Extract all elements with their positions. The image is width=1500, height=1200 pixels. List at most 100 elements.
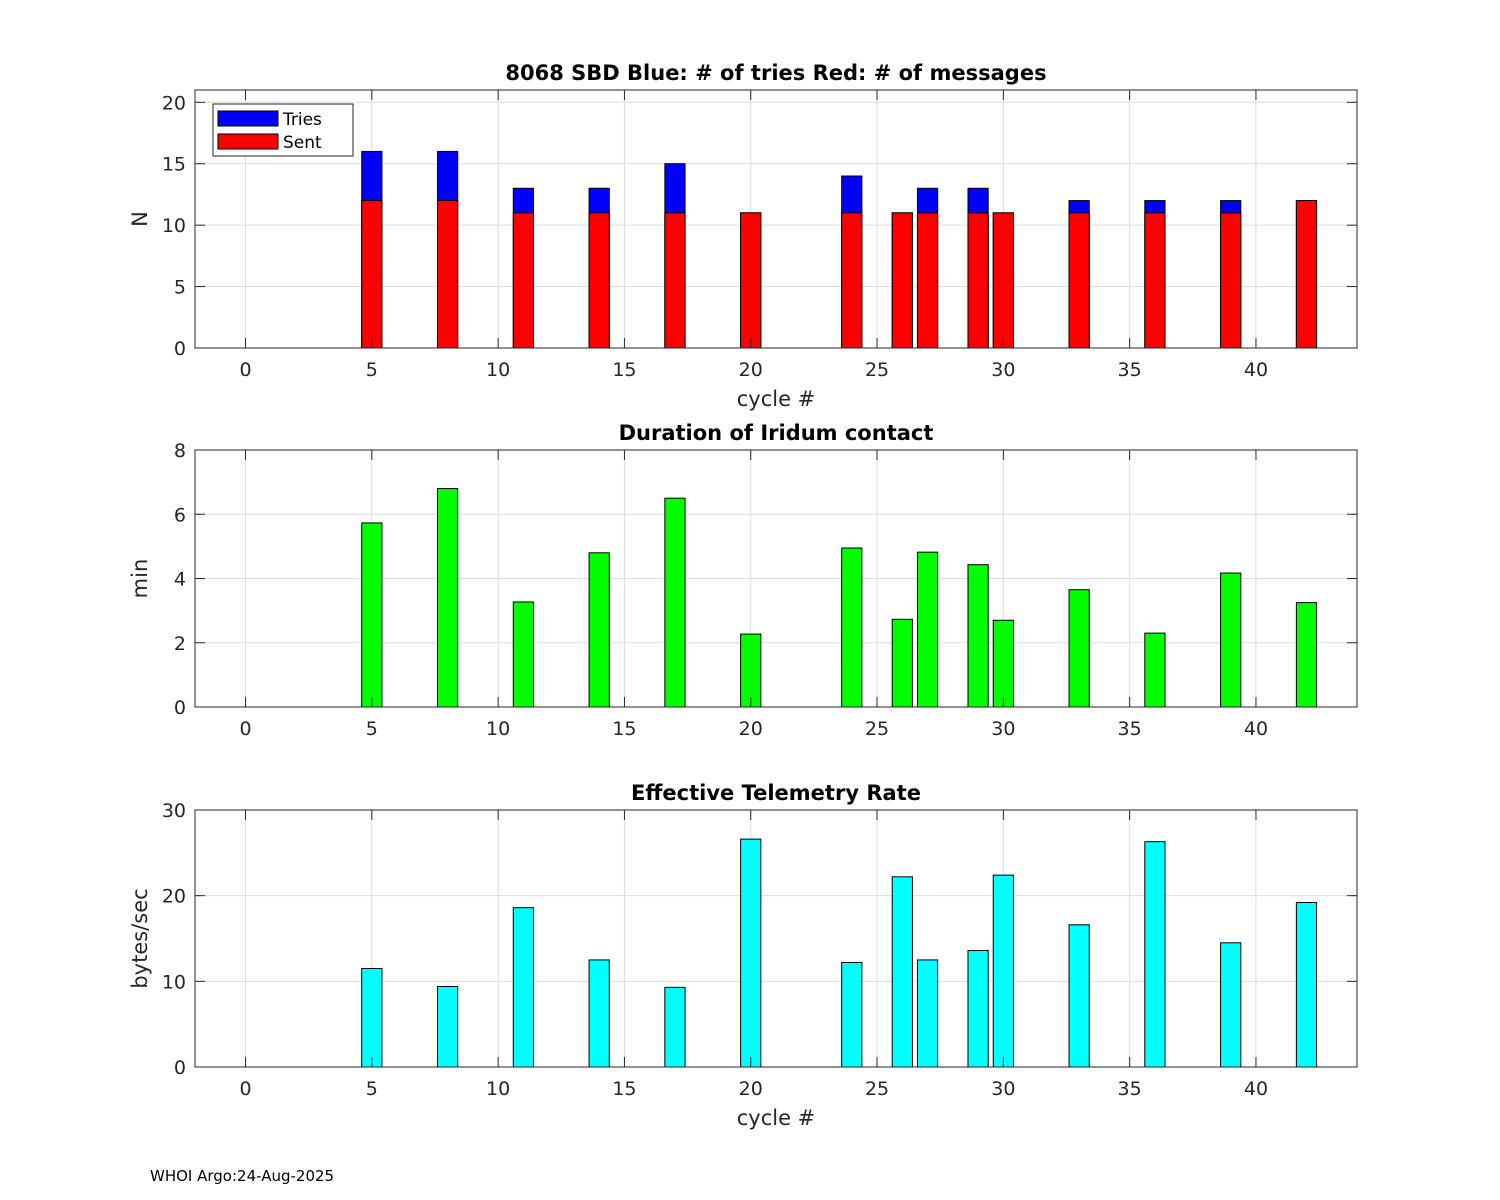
bar-cycle-20 [740, 838, 762, 1068]
y-tick-label: 6 [174, 504, 186, 526]
bar-cycle-17 [664, 497, 686, 708]
y-tick-label: 20 [162, 92, 186, 114]
bar-sent-cycle-29 [967, 212, 989, 349]
x-tick-label: 35 [1118, 1078, 1142, 1100]
bar-sent-cycle-24 [841, 212, 863, 349]
chart-title: Duration of Iridum contact [619, 421, 934, 445]
x-tick-label: 0 [239, 1078, 251, 1100]
bar-cycle-11 [512, 907, 534, 1068]
x-tick-label: 10 [486, 359, 510, 381]
x-tick-label: 20 [739, 359, 763, 381]
x-tick-label: 30 [991, 1078, 1015, 1100]
bar-sent-cycle-20 [740, 212, 762, 349]
y-tick-label: 5 [174, 277, 186, 299]
x-tick-label: 40 [1244, 1078, 1268, 1100]
axes-frame [194, 89, 1358, 349]
bar-cycle-27 [916, 551, 939, 708]
bar-cycle-30 [992, 619, 1014, 708]
bar-sent-cycle-39 [1220, 212, 1242, 349]
bar-sent-cycle-17 [664, 212, 686, 349]
x-tick-label: 0 [239, 718, 251, 740]
bar-cycle-39 [1220, 572, 1242, 708]
bar-cycle-42 [1295, 902, 1318, 1068]
bar-cycle-24 [841, 961, 863, 1068]
chart-title: Effective Telemetry Rate [631, 781, 921, 805]
y-tick-label: 0 [174, 338, 186, 360]
bar-cycle-36 [1144, 632, 1166, 708]
x-tick-label: 40 [1244, 718, 1268, 740]
x-tick-label: 25 [865, 1078, 889, 1100]
bar-sent-cycle-27 [916, 212, 939, 349]
x-tick-label: 25 [865, 718, 889, 740]
bar-cycle-14 [588, 552, 610, 708]
x-tick-label: 0 [239, 359, 251, 381]
bar-cycle-11 [512, 601, 534, 708]
bar-cycle-33 [1068, 589, 1090, 708]
bar-cycle-30 [992, 874, 1014, 1068]
chart-panel-3: 0 5 10 15 20 25 30 35 40 0 10 20 30 Effective Telemet… [128, 781, 1358, 1130]
legend-swatch-sent [217, 133, 279, 150]
bar-cycle-5 [361, 522, 383, 708]
x-tick-label: 5 [366, 359, 378, 381]
bar-sent-cycle-11 [512, 212, 534, 349]
bar-sent-cycle-8 [437, 200, 459, 349]
chart-title: 8068 SBD Blue: # of tries Red: # of mess… [505, 61, 1046, 85]
x-tick-label: 15 [612, 1078, 636, 1100]
bar-cycle-8 [437, 488, 459, 708]
legend-swatch-tries [217, 110, 279, 127]
bar-sent-cycle-33 [1068, 212, 1090, 349]
x-tick-label: 35 [1118, 718, 1142, 740]
x-tick-label: 5 [366, 718, 378, 740]
legend-label-tries: Tries [282, 110, 322, 130]
y-tick-label: 30 [162, 800, 186, 822]
x-tick-label: 30 [991, 718, 1015, 740]
bar-cycle-39 [1220, 942, 1242, 1068]
bar-cycle-36 [1144, 841, 1166, 1068]
bar-cycle-29 [967, 949, 989, 1068]
y-tick-label: 0 [174, 697, 186, 719]
y-tick-label: 8 [174, 440, 186, 462]
bar-cycle-26 [891, 618, 913, 708]
bar-cycle-14 [588, 959, 610, 1068]
y-tick-label: 15 [162, 154, 186, 176]
y-tick-label: 0 [174, 1057, 186, 1079]
x-tick-label: 15 [612, 718, 636, 740]
x-tick-label: 10 [486, 718, 510, 740]
y-axis-label: N [128, 211, 152, 227]
x-tick-label: 20 [739, 718, 763, 740]
bar-sent-cycle-5 [361, 200, 383, 349]
x-tick-label: 20 [739, 1078, 763, 1100]
y-tick-label: 2 [174, 633, 186, 655]
y-tick-label: 10 [162, 971, 186, 993]
bar-cycle-27 [916, 959, 939, 1068]
bar-sent-cycle-26 [891, 212, 913, 349]
x-tick-label: 35 [1118, 359, 1142, 381]
bar-sent-cycle-42 [1295, 200, 1318, 349]
x-axis-label: cycle # [737, 1106, 816, 1130]
bar-cycle-33 [1068, 924, 1090, 1068]
x-tick-label: 15 [612, 359, 636, 381]
y-axis-label: bytes/sec [128, 888, 152, 988]
y-tick-label: 4 [174, 569, 186, 591]
bar-cycle-29 [967, 564, 989, 708]
legend: Tries Sent [212, 103, 354, 157]
bar-cycle-24 [841, 547, 863, 708]
y-tick-label: 20 [162, 886, 186, 908]
x-tick-label: 5 [366, 1078, 378, 1100]
axes-frame [194, 809, 1358, 1068]
y-axis-label: min [128, 559, 152, 599]
bar-cycle-17 [664, 986, 686, 1068]
x-tick-label: 30 [991, 359, 1015, 381]
x-tick-label: 25 [865, 359, 889, 381]
bar-sent-cycle-30 [992, 212, 1014, 349]
chart-panel-2: 0 5 10 15 20 25 30 35 40 0 2 4 6 8 Duration of Iridum … [128, 421, 1358, 740]
bar-sent-cycle-36 [1144, 212, 1166, 349]
x-tick-label: 10 [486, 1078, 510, 1100]
x-tick-label: 40 [1244, 359, 1268, 381]
bar-cycle-5 [361, 967, 383, 1068]
legend-label-sent: Sent [283, 133, 322, 153]
bar-cycle-8 [437, 985, 459, 1068]
bar-cycle-26 [891, 876, 913, 1068]
bar-cycle-42 [1295, 602, 1318, 708]
